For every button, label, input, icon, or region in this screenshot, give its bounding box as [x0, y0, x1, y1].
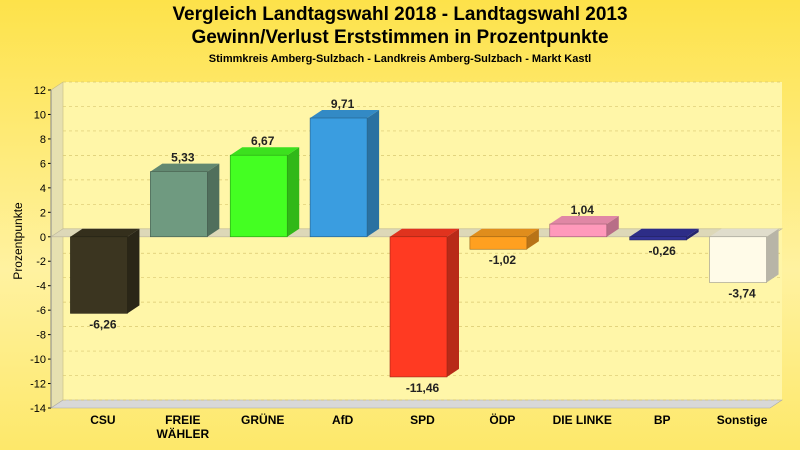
data-label: 5,33	[171, 151, 195, 165]
x-tick-label: CSU	[90, 413, 115, 427]
bar	[229, 154, 288, 238]
bar-side	[207, 163, 220, 237]
y-tick-label: 2	[40, 207, 46, 219]
bar-top	[549, 216, 619, 225]
bar	[309, 117, 368, 238]
y-tick-label: 4	[40, 183, 46, 195]
y-tick-label: 10	[34, 109, 46, 121]
y-tick-label: -10	[30, 354, 46, 366]
bar	[549, 223, 608, 238]
bar-top	[310, 110, 380, 119]
bar-top	[709, 228, 779, 237]
bar	[469, 236, 528, 250]
x-tick-label: BP	[654, 413, 671, 427]
bar-side	[606, 216, 619, 237]
bar	[629, 236, 687, 241]
data-label: 1,04	[571, 203, 595, 217]
x-tick-label: DIE LINKE	[553, 413, 612, 427]
bar	[70, 236, 128, 314]
plot-left-wall	[50, 81, 64, 409]
bar-side	[127, 228, 140, 314]
data-label: -0,26	[648, 244, 676, 258]
y-tick-label: -12	[30, 379, 46, 391]
data-label: -11,46	[406, 381, 440, 395]
bar-top	[629, 228, 699, 237]
x-tick-label: AfD	[332, 413, 354, 427]
plot-floor	[50, 399, 783, 409]
data-label: 6,67	[251, 134, 275, 148]
data-label: 9,71	[331, 97, 355, 111]
y-tick-label: 12	[34, 85, 46, 97]
data-label: -1,02	[489, 253, 517, 267]
x-tick-label: FREIE	[165, 413, 200, 427]
x-tick-label: GRÜNE	[241, 412, 284, 427]
y-tick-label: 6	[40, 158, 46, 170]
bar-side	[287, 147, 300, 237]
y-tick-label: -4	[36, 281, 46, 293]
x-tick-label: ÖDP	[489, 412, 515, 427]
x-tick-label: SPD	[410, 413, 435, 427]
bar-side	[447, 228, 459, 377]
x-tick-label: WÄHLER	[156, 426, 209, 441]
bar	[150, 171, 208, 238]
data-label: -3,74	[728, 287, 756, 301]
bar-top	[230, 147, 300, 156]
y-tick-label: 0	[40, 232, 46, 244]
bar-side	[766, 228, 779, 283]
y-tick-label: -8	[36, 330, 46, 342]
chart-title: Vergleich Landtagswahl 2018 - Landtagswa…	[172, 4, 628, 25]
y-tick-label: -2	[36, 256, 46, 268]
y-axis-label: Prozentpunkte	[11, 202, 25, 280]
y-tick-label: -14	[30, 403, 46, 415]
y-tick-label: 8	[40, 134, 46, 146]
bar-top	[150, 163, 220, 172]
bar-top	[390, 228, 459, 237]
bar-top	[469, 228, 539, 237]
bar-side	[686, 228, 699, 240]
bar	[389, 236, 448, 378]
bar	[709, 236, 767, 283]
chart-subtitle: Gewinn/Verlust Erststimmen in Prozentpun…	[191, 27, 609, 48]
bar-top	[70, 228, 140, 237]
data-label: -6,26	[89, 317, 117, 331]
y-tick-label: -6	[36, 305, 46, 317]
chart-subsubtitle: Stimmkreis Amberg-Sulzbach - Landkreis A…	[208, 53, 592, 65]
bar-side	[526, 228, 539, 250]
x-tick-label: Sonstige	[717, 413, 768, 427]
bar-side	[367, 110, 380, 237]
